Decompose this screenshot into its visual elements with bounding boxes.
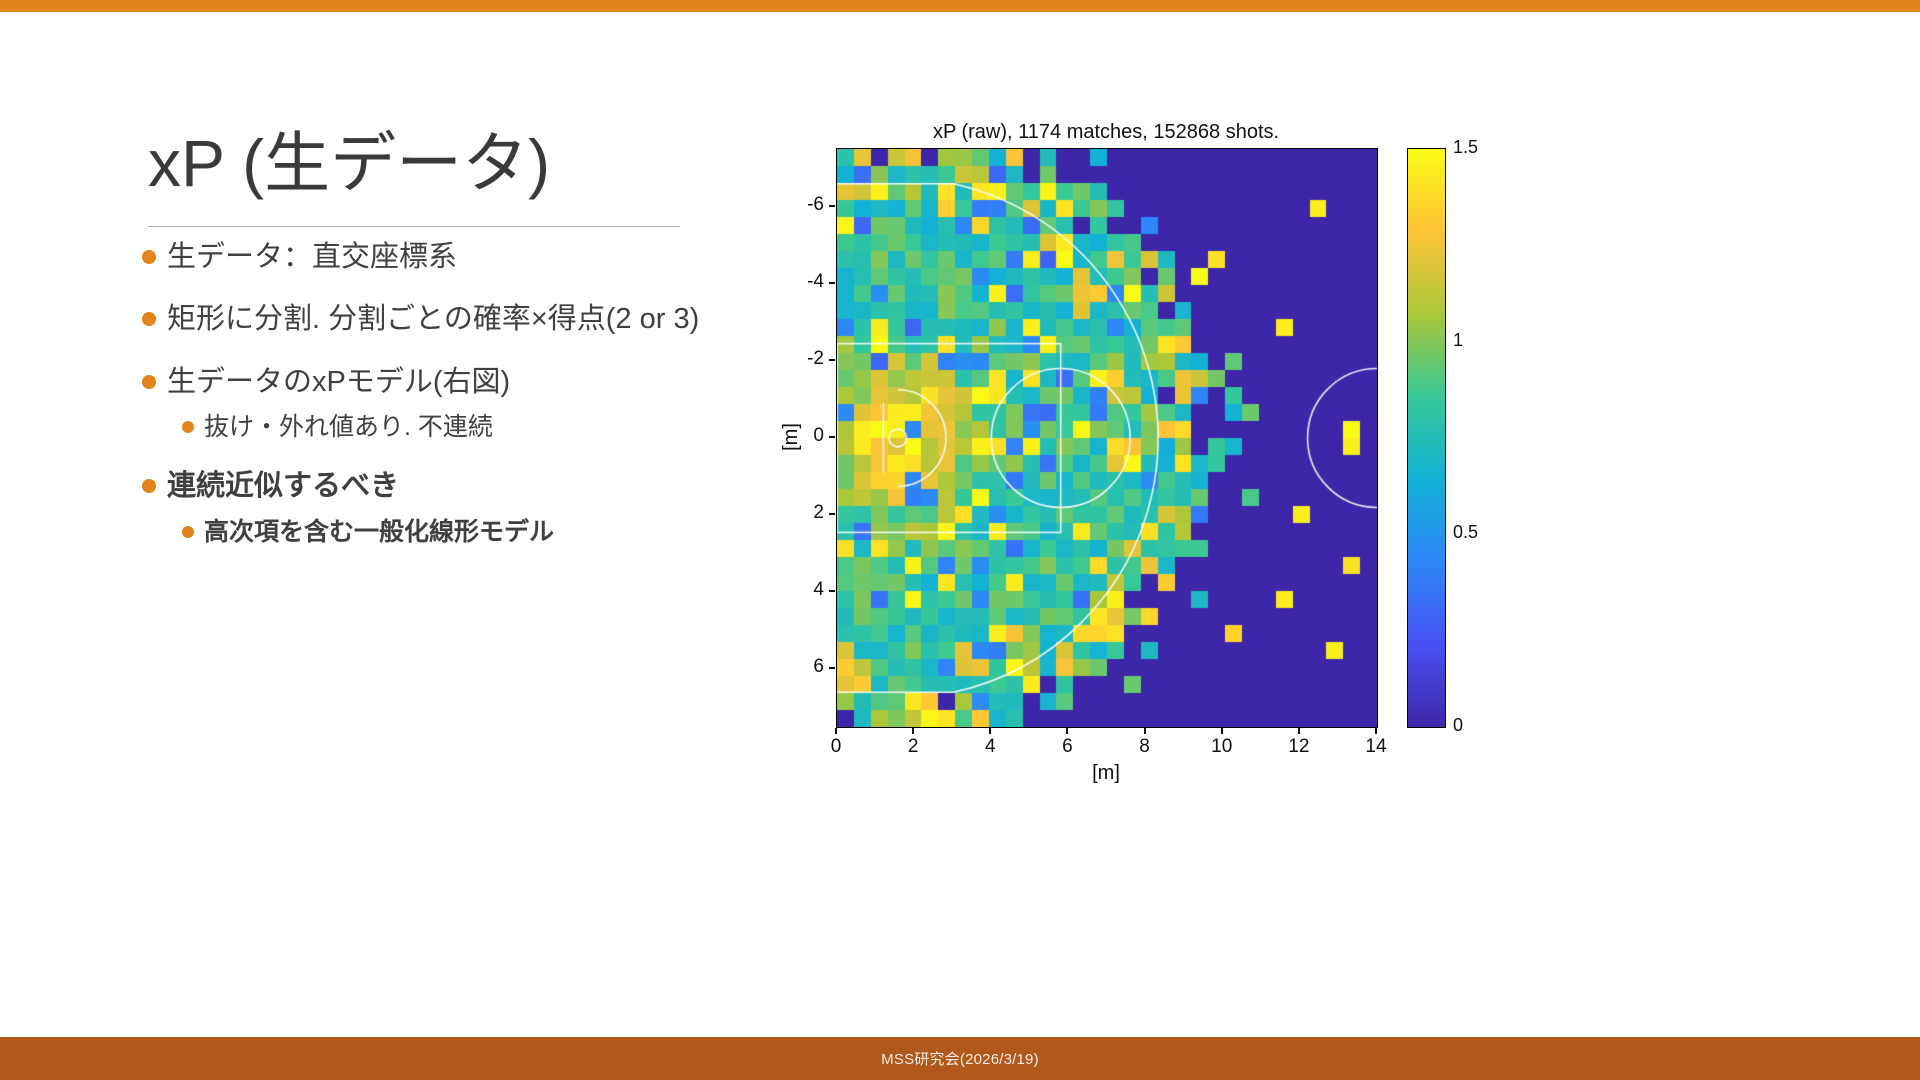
x-tick-label: 2 <box>907 736 919 757</box>
y-tick-mark <box>829 436 835 438</box>
bullet-text: 高次項を含む一般化線形モデル <box>204 517 555 546</box>
chart-title: xP (raw), 1174 matches, 152868 shots. <box>932 121 1280 143</box>
y-tick-mark <box>829 281 835 284</box>
title-underline <box>148 226 680 227</box>
y-tick-mark <box>829 358 835 361</box>
y-tick-mark <box>829 590 835 593</box>
x-tick-label: 14 <box>1365 736 1387 757</box>
bullet-icon <box>182 420 194 433</box>
bullet-text: 生データのxPモデル(右図) <box>167 365 511 398</box>
y-tick-label: -6 <box>807 193 824 215</box>
bullet-item: 高次項を含む一般化線形モデル <box>182 516 750 549</box>
bullet-text: 生データ：直交座標系 <box>167 241 458 273</box>
bullet-icon <box>142 374 156 389</box>
colorbar-tick-label: 0 <box>1453 715 1464 735</box>
colorbar-tick-label: 1.5 <box>1453 137 1479 157</box>
bullet-item: 連続近似するべき <box>142 467 750 505</box>
bullet-icon <box>142 479 156 494</box>
colorbar-tick-label: 0.5 <box>1453 522 1479 543</box>
figure: xP (raw), 1174 matches, 152868 shots. [m… <box>780 118 1520 818</box>
bullet-icon <box>142 250 156 264</box>
x-tick-label: 6 <box>1062 736 1073 757</box>
colorbar-canvas <box>1407 148 1446 728</box>
bullet-icon <box>182 525 194 538</box>
bullet-item: 生データのxPモデル(右図) <box>142 363 750 401</box>
footer-bar: MSS研究会(2026/3/19) <box>0 1037 1920 1080</box>
y-tick-label: 0 <box>813 425 824 446</box>
bullet-item: 矩形に分割. 分割ごとの確率×得点(2 or 3) <box>142 300 750 338</box>
page-title: xP (生データ) <box>148 126 551 200</box>
x-axis-label: [m] <box>1092 762 1120 784</box>
y-tick-label: -2 <box>807 347 824 369</box>
x-tick-label: 12 <box>1288 736 1310 757</box>
bullet-item: 生データ：直交座標系 <box>142 238 750 276</box>
y-tick-label: 6 <box>813 656 824 678</box>
bullet-icon <box>142 312 156 327</box>
x-tick-label: 4 <box>984 736 996 757</box>
y-tick-label: 2 <box>813 502 824 524</box>
bullet-text: 連続近似するべき <box>167 470 400 503</box>
bullet-list: 生データ：直交座標系 矩形に分割. 分割ごとの確率×得点(2 or 3) 生デー… <box>142 238 750 548</box>
colorbar-tick-label: 1 <box>1453 329 1464 350</box>
x-tick-mark <box>1143 728 1146 734</box>
y-tick-label: 4 <box>813 579 824 601</box>
x-tick-label: 8 <box>1139 736 1150 757</box>
footer-text: MSS研究会(2026/3/19) <box>881 1051 1039 1068</box>
bullet-text: 矩形に分割. 分割ごとの確率×得点(2 or 3) <box>167 303 700 336</box>
x-tick-mark <box>1066 728 1069 734</box>
heatmap-canvas <box>836 148 1378 728</box>
x-tick-mark <box>1375 728 1377 734</box>
x-tick-mark <box>989 728 992 734</box>
y-tick-label: -4 <box>807 270 824 292</box>
bullet-item: 抜け・外れ値あり. 不連続 <box>182 411 750 444</box>
tick-container: 0 2 4 6 8 10 12 14 -6 -4 -2 0 2 4 6 0 0.5 1 1.5 <box>780 118 1520 818</box>
y-tick-mark <box>829 667 835 670</box>
x-tick-mark <box>1220 728 1223 734</box>
x-tick-label: 10 <box>1211 736 1233 757</box>
y-tick-mark <box>829 204 835 207</box>
x-tick-mark <box>835 728 837 734</box>
x-tick-mark <box>912 728 915 734</box>
top-accent-bar <box>0 0 1920 12</box>
y-tick-mark <box>829 513 835 516</box>
x-tick-label: 0 <box>830 736 842 757</box>
bullet-text: 抜け・外れ値あり. 不連続 <box>204 412 493 441</box>
x-tick-mark <box>1297 728 1300 734</box>
